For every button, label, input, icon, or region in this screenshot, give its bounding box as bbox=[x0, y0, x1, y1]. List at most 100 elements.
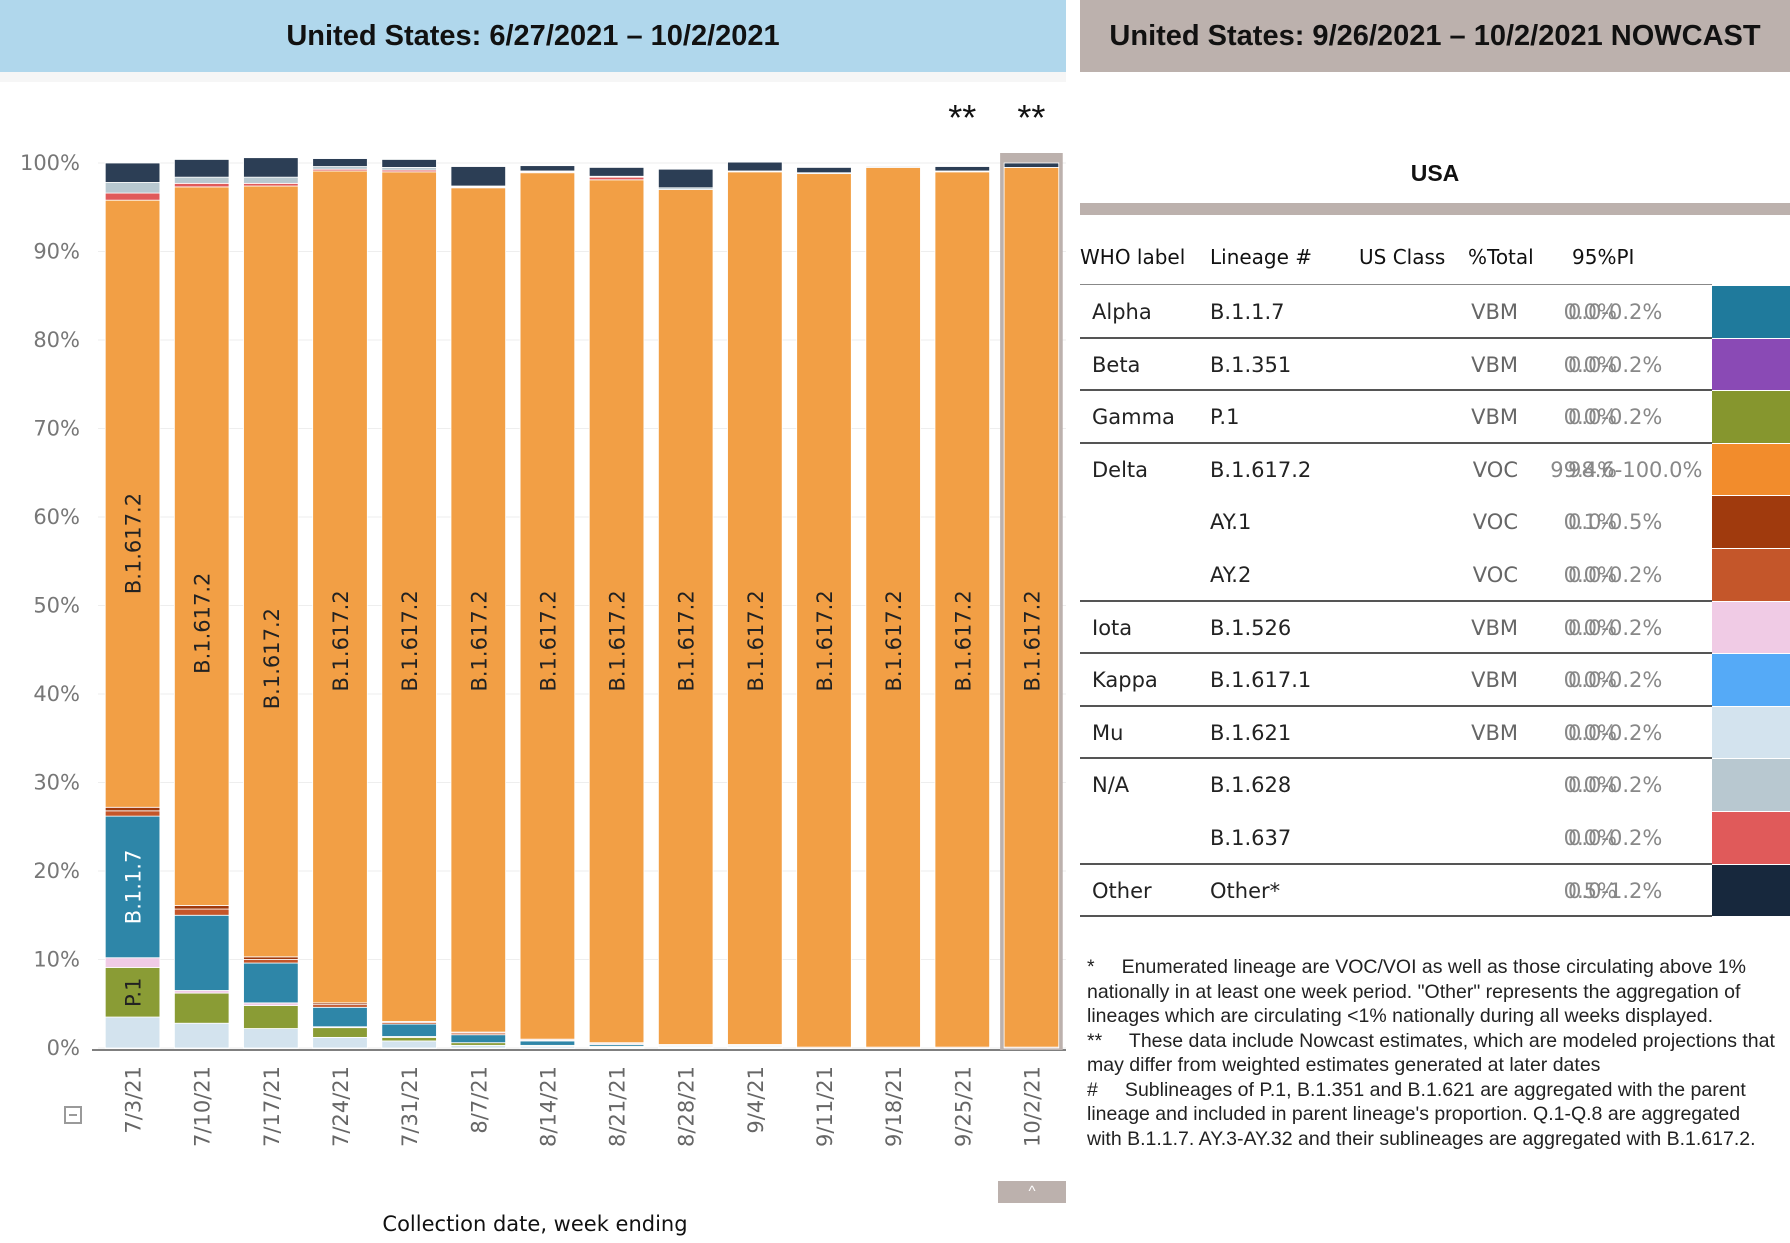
table-row: B.1.637 0.0% 0.0-0.2% bbox=[1080, 812, 1712, 864]
who-label-cell: N/A bbox=[1092, 773, 1130, 798]
bar-segment bbox=[174, 908, 230, 916]
bar-segment bbox=[243, 1005, 299, 1029]
bar-segment bbox=[174, 992, 230, 1024]
footnote-double-star: ** These data include Nowcast estimates,… bbox=[1087, 1029, 1775, 1077]
bar-segment bbox=[174, 176, 230, 184]
pct-total-cell: 0.1% bbox=[1563, 510, 1617, 535]
bar-data-label: B.1.617.2 bbox=[122, 493, 146, 594]
y-tick-label: 40% bbox=[33, 682, 80, 706]
bar-segment bbox=[174, 914, 230, 991]
bar-segment bbox=[727, 161, 783, 172]
bar-data-label: B.1.617.2 bbox=[191, 573, 215, 674]
bar-data-label: B.1.617.2 bbox=[744, 590, 768, 691]
bar-segment bbox=[243, 959, 299, 964]
pi-cell: 0.0-1.2% bbox=[1568, 878, 1663, 903]
bar-data-label: B.1.617.2 bbox=[467, 590, 491, 691]
bar-segment bbox=[312, 170, 368, 1004]
header-pct-total: %Total bbox=[1468, 245, 1534, 269]
bar-segment bbox=[450, 187, 506, 1033]
bar-segment bbox=[588, 167, 645, 177]
pct-total-cell: 0.0% bbox=[1563, 405, 1617, 430]
footnote-star: * Enumerated lineage are VOC/VOI as well… bbox=[1087, 956, 1747, 1027]
pct-total-cell: 0.0% bbox=[1563, 826, 1617, 850]
bar-data-label: B.1.617.2 bbox=[813, 590, 837, 691]
bar-segment bbox=[519, 1040, 576, 1046]
lineage-color-swatch bbox=[1712, 496, 1790, 548]
lineage-cell: B.1.617.2 bbox=[1210, 457, 1312, 482]
pi-cell: 0.0-0.2% bbox=[1568, 773, 1663, 798]
who-label-cell: Delta bbox=[1092, 457, 1149, 482]
x-tick-label: 9/11/21 bbox=[813, 1066, 837, 1147]
lineage-color-swatch bbox=[1712, 654, 1790, 706]
who-label-cell: Beta bbox=[1092, 352, 1141, 377]
variant-proportions-chart: 0% 10% 20% 30% 40% 50% 60% 70% 80% 90% 100% 7/3/21 7… bbox=[20, 97, 1066, 1147]
row-separator bbox=[1080, 915, 1712, 918]
collapse-icon[interactable] bbox=[64, 1106, 82, 1124]
pct-total-cell: 0.0% bbox=[1563, 563, 1617, 587]
x-tick-label: 8/21/21 bbox=[606, 1066, 630, 1147]
bar-segment bbox=[1003, 167, 1060, 1048]
x-tick-label: 9/18/21 bbox=[882, 1066, 906, 1147]
bar-data-label: B.1.617.2 bbox=[260, 608, 284, 709]
y-tick-label: 80% bbox=[33, 328, 80, 352]
table-row: Beta B.1.351 VBM 0.0% 0.0-0.2% bbox=[1080, 339, 1712, 391]
us-class-cell: VBM bbox=[1471, 668, 1518, 693]
table-row: Kappa B.1.617.1 VBM 0.0% 0.0-0.2% bbox=[1080, 654, 1712, 706]
bar-segment bbox=[104, 192, 161, 201]
lineage-cell: B.1.351 bbox=[1210, 352, 1292, 377]
bar-segment bbox=[450, 166, 506, 187]
pct-total-cell: 0.0% bbox=[1563, 615, 1617, 640]
bar-segment bbox=[1003, 162, 1060, 168]
lineage-color-swatch bbox=[1712, 286, 1790, 338]
us-class-cell: VOC bbox=[1472, 563, 1518, 587]
bar-segment bbox=[243, 157, 299, 178]
footnotes: * Enumerated lineage are VOC/VOI as well… bbox=[1087, 955, 1777, 1151]
table-row: Mu B.1.621 VBM 0.0% 0.0-0.2% bbox=[1080, 707, 1712, 759]
header-lineage: Lineage # bbox=[1210, 245, 1313, 269]
scroll-up-button[interactable]: ^ bbox=[998, 1181, 1066, 1203]
bar-segment bbox=[865, 167, 921, 1048]
bar-segment bbox=[588, 179, 645, 1044]
lineage-cell: B.1.637 bbox=[1210, 826, 1292, 850]
pi-cell: 0.0-0.2% bbox=[1568, 405, 1663, 430]
left-panel-title: United States: 6/27/2021 – 10/2/2021 bbox=[0, 0, 1066, 72]
pct-total-cell: 0.0% bbox=[1563, 668, 1617, 693]
x-tick-label: 8/14/21 bbox=[536, 1066, 560, 1147]
who-label-cell: Mu bbox=[1092, 720, 1124, 745]
bar-segment bbox=[312, 1036, 368, 1049]
x-tick-label: 9/25/21 bbox=[951, 1066, 975, 1147]
bar-segment bbox=[104, 1016, 161, 1049]
pct-total-cell: 0.5% bbox=[1563, 878, 1617, 903]
pi-cell: 0.0-0.2% bbox=[1568, 615, 1663, 640]
pct-total-cell: 99.4% bbox=[1550, 457, 1617, 482]
x-tick-label: 7/3/21 bbox=[122, 1066, 146, 1134]
bar-segment bbox=[174, 1022, 230, 1049]
x-tick-label: 9/4/21 bbox=[744, 1066, 768, 1134]
row-separator bbox=[1080, 599, 1712, 602]
x-tick-label: 7/10/21 bbox=[191, 1066, 215, 1147]
table-row: Alpha B.1.1.7 VBM 0.0% 0.0-0.2% bbox=[1080, 286, 1712, 338]
footnote-hash: # Sublineages of P.1, B.1.351 and B.1.62… bbox=[1087, 1078, 1756, 1150]
pct-total-cell: 0.0% bbox=[1563, 300, 1617, 324]
lineage-cell: B.1.1.7 bbox=[1210, 300, 1285, 324]
header-who-label: WHO label bbox=[1080, 245, 1186, 269]
row-separator bbox=[1080, 704, 1712, 707]
bar-segment bbox=[174, 905, 230, 910]
us-class-cell: VBM bbox=[1471, 405, 1518, 430]
lineage-color-swatch bbox=[1712, 443, 1790, 496]
bar-segment bbox=[519, 165, 576, 172]
lineage-cell: Other* bbox=[1210, 878, 1281, 903]
nowcast-marker: ** bbox=[1017, 97, 1045, 138]
bar-segment bbox=[174, 186, 230, 906]
lineage-color-swatch bbox=[1712, 391, 1790, 443]
y-tick-label: 100% bbox=[20, 151, 80, 175]
pi-cell: 0.0-0.2% bbox=[1568, 300, 1663, 324]
x-tick-label: 7/24/21 bbox=[329, 1066, 353, 1147]
table-row: Iota B.1.526 VBM 0.0% 0.0-0.2% bbox=[1080, 602, 1712, 654]
y-tick-label: 90% bbox=[33, 240, 80, 264]
lineage-color-swatch bbox=[1712, 812, 1790, 864]
y-tick-label: 60% bbox=[33, 505, 80, 529]
bar-segment bbox=[381, 1036, 437, 1042]
bar-data-label: B.1.1.7 bbox=[122, 850, 146, 925]
bar-data-label: B.1.617.2 bbox=[329, 590, 353, 691]
